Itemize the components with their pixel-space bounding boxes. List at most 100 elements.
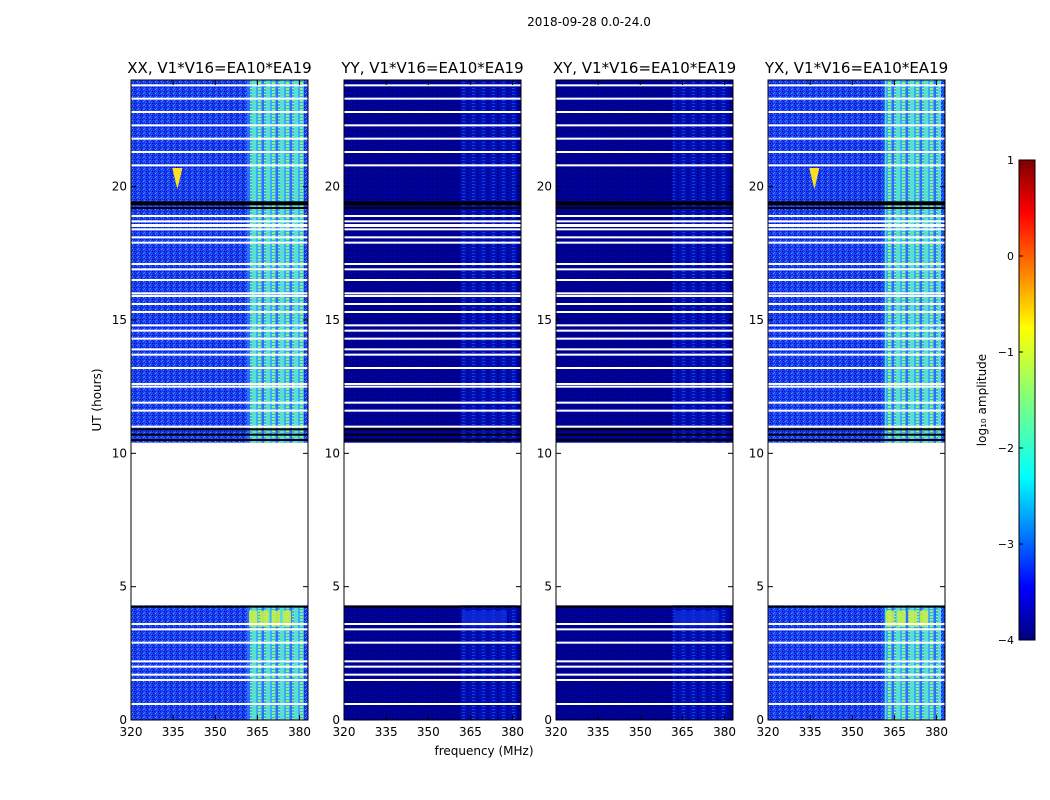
flag-line	[131, 628, 308, 631]
flag-line	[131, 703, 308, 705]
colorbar-tick-label: 1	[1007, 154, 1014, 167]
flag-line	[131, 409, 308, 412]
x-tick-label: 335	[587, 725, 610, 739]
flag-line	[556, 241, 733, 244]
y-tick-label: 5	[119, 580, 127, 594]
flag-line	[556, 409, 733, 412]
y-axis-label: UT (hours)	[90, 368, 104, 431]
y-tick-label: 20	[537, 180, 552, 194]
flag-line	[556, 385, 733, 388]
flag-band	[131, 224, 308, 227]
flag-line	[768, 628, 945, 631]
flag-line-dark	[768, 207, 945, 209]
x-tick-label: 380	[288, 725, 311, 739]
rfi-spike	[172, 168, 183, 190]
flag-line	[556, 367, 733, 369]
x-tick-label: 320	[120, 725, 143, 739]
rfi-band-upper	[884, 80, 941, 443]
flag-line	[768, 425, 945, 428]
y-tick-label: 0	[544, 713, 552, 727]
x-axis-label: frequency (MHz)	[434, 744, 533, 758]
flag-line	[768, 409, 945, 412]
flag-line	[131, 665, 308, 668]
y-tick-label: 20	[749, 180, 764, 194]
flag-line	[344, 673, 521, 676]
flag-line	[556, 324, 733, 327]
rfi-blob-4	[919, 610, 929, 627]
flag-line	[556, 292, 733, 295]
flag-line	[344, 311, 521, 313]
flag-line	[768, 97, 945, 100]
x-tick-label: 365	[246, 725, 269, 739]
y-tick-label: 10	[325, 446, 340, 460]
panel-title: YY, V1*V16=EA10*EA19	[340, 59, 523, 77]
flag-line	[131, 337, 308, 340]
colorbar-gradient	[1018, 159, 1036, 641]
flag-line	[768, 385, 945, 388]
panel-4: YX, V1*V16=EA10*EA19 0 5 10 15 20 320 335 350 365…	[749, 59, 948, 739]
colorbar-tick-label: −2	[998, 442, 1014, 455]
panel-1: XX, V1*V16=EA10*EA19 0 5 10 15 20 320 335 350 365…	[112, 59, 312, 739]
y-tick-label: 15	[112, 313, 127, 327]
panel-title: XY, V1*V16=EA10*EA19	[553, 59, 736, 77]
x-tick-label: 350	[841, 725, 864, 739]
flag-line	[768, 164, 945, 167]
flag-line	[131, 385, 308, 388]
y-tick-label: 15	[749, 313, 764, 327]
flag-line	[344, 401, 521, 404]
flag-line-dark	[556, 428, 733, 431]
flag-line	[344, 660, 521, 663]
flag-line	[344, 236, 521, 239]
x-tick-label: 335	[375, 725, 398, 739]
flag-line	[556, 137, 733, 140]
flag-line-dark	[344, 433, 521, 436]
flag-line	[768, 303, 945, 305]
flag-line	[556, 628, 733, 631]
x-tick-label: 320	[757, 725, 780, 739]
panel-frame	[767, 79, 946, 721]
flag-line	[131, 124, 308, 127]
flag-line	[768, 295, 945, 297]
flag-line	[768, 660, 945, 663]
flag-line	[131, 97, 308, 100]
y-tick-label: 5	[332, 580, 340, 594]
flag-line	[556, 353, 733, 356]
flag-line-dark	[768, 433, 945, 436]
flag-line	[344, 337, 521, 340]
flag-line	[768, 353, 945, 356]
flag-band	[556, 224, 733, 227]
flag-line	[556, 303, 733, 305]
flag-line	[344, 292, 521, 295]
flag-line	[344, 641, 521, 644]
flag-line	[768, 241, 945, 244]
panel-frame	[555, 79, 734, 721]
flag-line	[131, 673, 308, 676]
x-tick-label: 380	[925, 725, 948, 739]
flag-line	[131, 292, 308, 295]
flag-line	[131, 401, 308, 404]
flag-line	[131, 311, 308, 313]
flag-line	[344, 383, 521, 385]
y-tick-label: 0	[332, 713, 340, 727]
flag-line	[768, 263, 945, 265]
flag-line	[131, 279, 308, 281]
flag-line	[131, 228, 308, 231]
flag-line	[131, 425, 308, 428]
flag-line	[768, 324, 945, 327]
flag-line	[556, 665, 733, 668]
flag-line	[131, 215, 308, 217]
panel-3: XY, V1*V16=EA10*EA19 0 5 10 15 20 320 335 350 365…	[537, 59, 736, 739]
rfi-blob-1	[886, 610, 895, 627]
flag-band	[768, 224, 945, 227]
flag-line	[344, 97, 521, 100]
flag-line-dark	[344, 428, 521, 431]
colorbar-tick-label: −3	[998, 538, 1014, 551]
flag-line	[556, 215, 733, 217]
x-tick-label: 365	[883, 725, 906, 739]
flag-line	[556, 220, 733, 223]
flag-line	[556, 263, 733, 265]
flag-band	[131, 201, 308, 206]
x-tick-label: 380	[713, 725, 736, 739]
rfi-blob-3	[271, 610, 280, 627]
flag-line-dark	[131, 439, 308, 441]
